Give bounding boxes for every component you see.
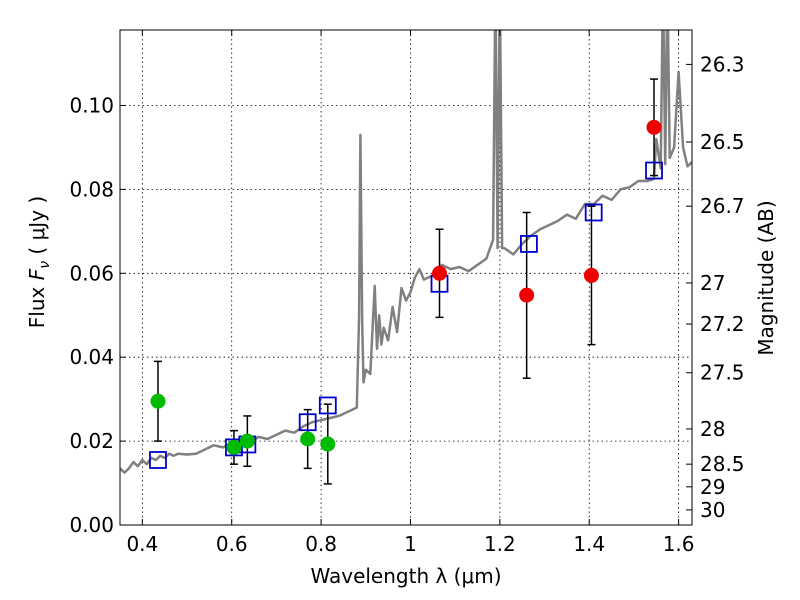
infrared-flux-point [432,265,448,281]
y2-tick-label: 27 [700,271,725,295]
model-flux-square [645,161,663,180]
x-tick-label: 0.4 [126,532,158,556]
grid [120,30,692,525]
plot-area [120,30,692,485]
y-axis-label-symbol: F [25,268,49,280]
x-tick-label: 1.2 [484,532,516,556]
model-flux-square [318,396,337,415]
x-tick-label: 1.6 [663,532,695,556]
plot-frame [119,29,693,526]
y2-tick-label: 26.5 [700,130,745,154]
y2-axis-label: Magnitude (AB) [754,200,778,355]
y-tick-label: 0.08 [69,177,114,201]
y-tick-label: 0.00 [69,513,114,537]
y-axis-label-unit: ( μJy ) [25,196,49,261]
y2-tick-label: 26.7 [700,194,745,218]
optical-flux-point [320,436,336,452]
model-flux-square [584,203,603,222]
y2-tick-label: 28 [700,417,725,441]
x-axis-label: Wavelength λ (μm) [310,564,501,588]
y-tick-label: 0.02 [69,429,114,453]
y-tick-label: 0.04 [69,345,114,369]
plot-background [120,30,692,525]
x-tick-label: 1.4 [573,532,605,556]
x-tick-label: 0.6 [216,532,248,556]
y-axis-label: Flux Fν ( μJy ) [25,196,53,328]
infrared-flux-point [519,287,535,303]
optical-flux-point [150,393,166,409]
spectrum-layer [120,30,692,474]
infrared-flux-point [646,119,662,135]
optical-flux-point [300,431,316,447]
y2-tick-label: 27.2 [700,312,745,336]
points-layer [149,119,663,469]
x-axis: 0.4 0.6 0.8 1 1.2 1.4 1.6 [126,30,695,556]
spectrum-line [120,30,692,474]
model-flux-square [519,235,538,253]
y-axis-label-prefix: Flux [25,280,49,328]
y2-tick-label: 27.5 [700,361,745,385]
x-tick-label: 0.8 [305,532,337,556]
y-axis: 0.00 0.02 0.04 0.06 0.08 0.10 [69,94,126,537]
model-flux-square [298,413,317,432]
infrared-flux-point [583,267,599,283]
model-flux-square [225,438,243,457]
y-tick-label: 0.10 [69,94,114,118]
y2-tick-label: 28.5 [700,452,745,476]
y2-tick-label: 30 [700,498,725,522]
optical-flux-point [239,433,255,449]
y-tick-label: 0.06 [69,261,114,285]
x-tick-label: 1 [404,532,417,556]
y2-tick-label: 29 [700,475,725,499]
optical-flux-point [226,439,242,455]
y-axis-label-subscript: ν [37,261,53,269]
model-flux-square [149,451,167,469]
y2-tick-label: 26.3 [700,52,745,76]
